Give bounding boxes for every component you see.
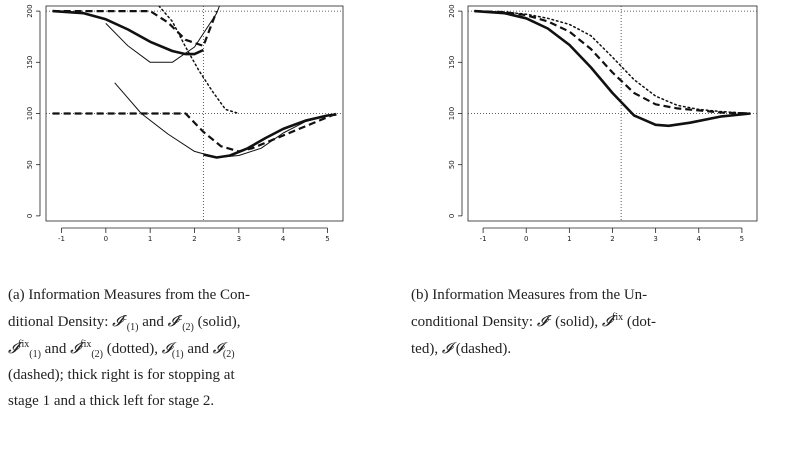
chart-a-series-4-dashed: [52, 10, 218, 48]
caption-a-line-4: (dashed); thick right is for stopping at: [8, 367, 235, 383]
chart-a-series-2-solid-thin: [105, 6, 220, 63]
chart-b-x-tick-label-4: 3: [653, 235, 657, 243]
chart-b-x-tick-label-3: 2: [610, 235, 614, 243]
chart-a-x-tick-label-3: 2: [192, 235, 196, 243]
chart-b-series-group: [473, 9, 752, 128]
caption-b: (b) Information Measures from the Un- co…: [411, 282, 781, 362]
caption-a: (a) Information Measures from the Con- d…: [8, 282, 368, 414]
chart-b-y-tick-label-0: 0: [448, 214, 456, 218]
chart-b-series-2-dotted: [473, 10, 752, 115]
chart-a-y-tick-label-4: 200: [26, 4, 34, 17]
caption-a-line-2: ditional Density: 𝓘c(1) and 𝓘c(2) (solid…: [8, 312, 241, 333]
chart-a-x-tick-label-4: 3: [237, 235, 241, 243]
chart-a-series-5-dashed: [52, 112, 337, 153]
caption-b-line-2: conditional Density: 𝓘c (solid), 𝓘fix (d…: [411, 312, 657, 330]
caption-a-line-5: stage 1 and a thick left for stage 2.: [8, 393, 215, 409]
caption-a-line-1: (a) Information Measures from the Con-: [8, 287, 251, 303]
chart-a-x-tick-label-2: 1: [148, 235, 152, 243]
chart-a-series-1-solid-thick: [203, 113, 337, 159]
chart-b-x-tick-label-0: -1: [480, 235, 487, 243]
chart-a-x-tick-label-5: 4: [281, 235, 286, 243]
chart-a-x-tick-label-0: -1: [58, 235, 65, 243]
chart-a-y-tick-label-1: 50: [26, 160, 34, 169]
chart-a-y-tick-label-0: 0: [26, 214, 34, 218]
chart-b-x-tick-label-6: 5: [740, 235, 744, 243]
chart-a-series-3-solid-thin: [114, 82, 337, 158]
caption-b-line-3: ted), 𝓘 (dashed).: [411, 339, 512, 357]
chart-b-y-tick-label-3: 150: [448, 56, 456, 69]
chart-a-x-tick-label-6: 5: [325, 235, 329, 243]
caption-a-line-3: 𝓘fix(1) and 𝓘fix(2) (dotted), 𝓘(1) and 𝓘…: [8, 339, 235, 360]
chart-a-y-tick-label-3: 150: [26, 56, 34, 69]
chart-b-series-0-solid-thick: [474, 9, 751, 128]
chart-b-x-tick-label-1: 0: [524, 235, 528, 243]
chart-a-x-tick-label-1: 0: [104, 235, 108, 243]
chart-b-x-tick-label-2: 1: [567, 235, 571, 243]
chart-a-series-6-dotted: [158, 6, 240, 115]
chart-a-series-group: [52, 6, 337, 159]
caption-b-line-1: (b) Information Measures from the Un-: [411, 287, 648, 303]
chart-b-y-tick-label-1: 50: [448, 160, 456, 169]
chart-a-y-tick-label-2: 100: [26, 107, 34, 120]
chart-b-series-1-dashed: [474, 10, 751, 115]
chart-b-y-tick-label-2: 100: [448, 107, 456, 120]
chart-a-series-0-solid-thick: [52, 9, 204, 56]
chart-b-y-tick-label-4: 200: [448, 4, 456, 17]
chart-b-x-tick-label-5: 4: [697, 235, 702, 243]
